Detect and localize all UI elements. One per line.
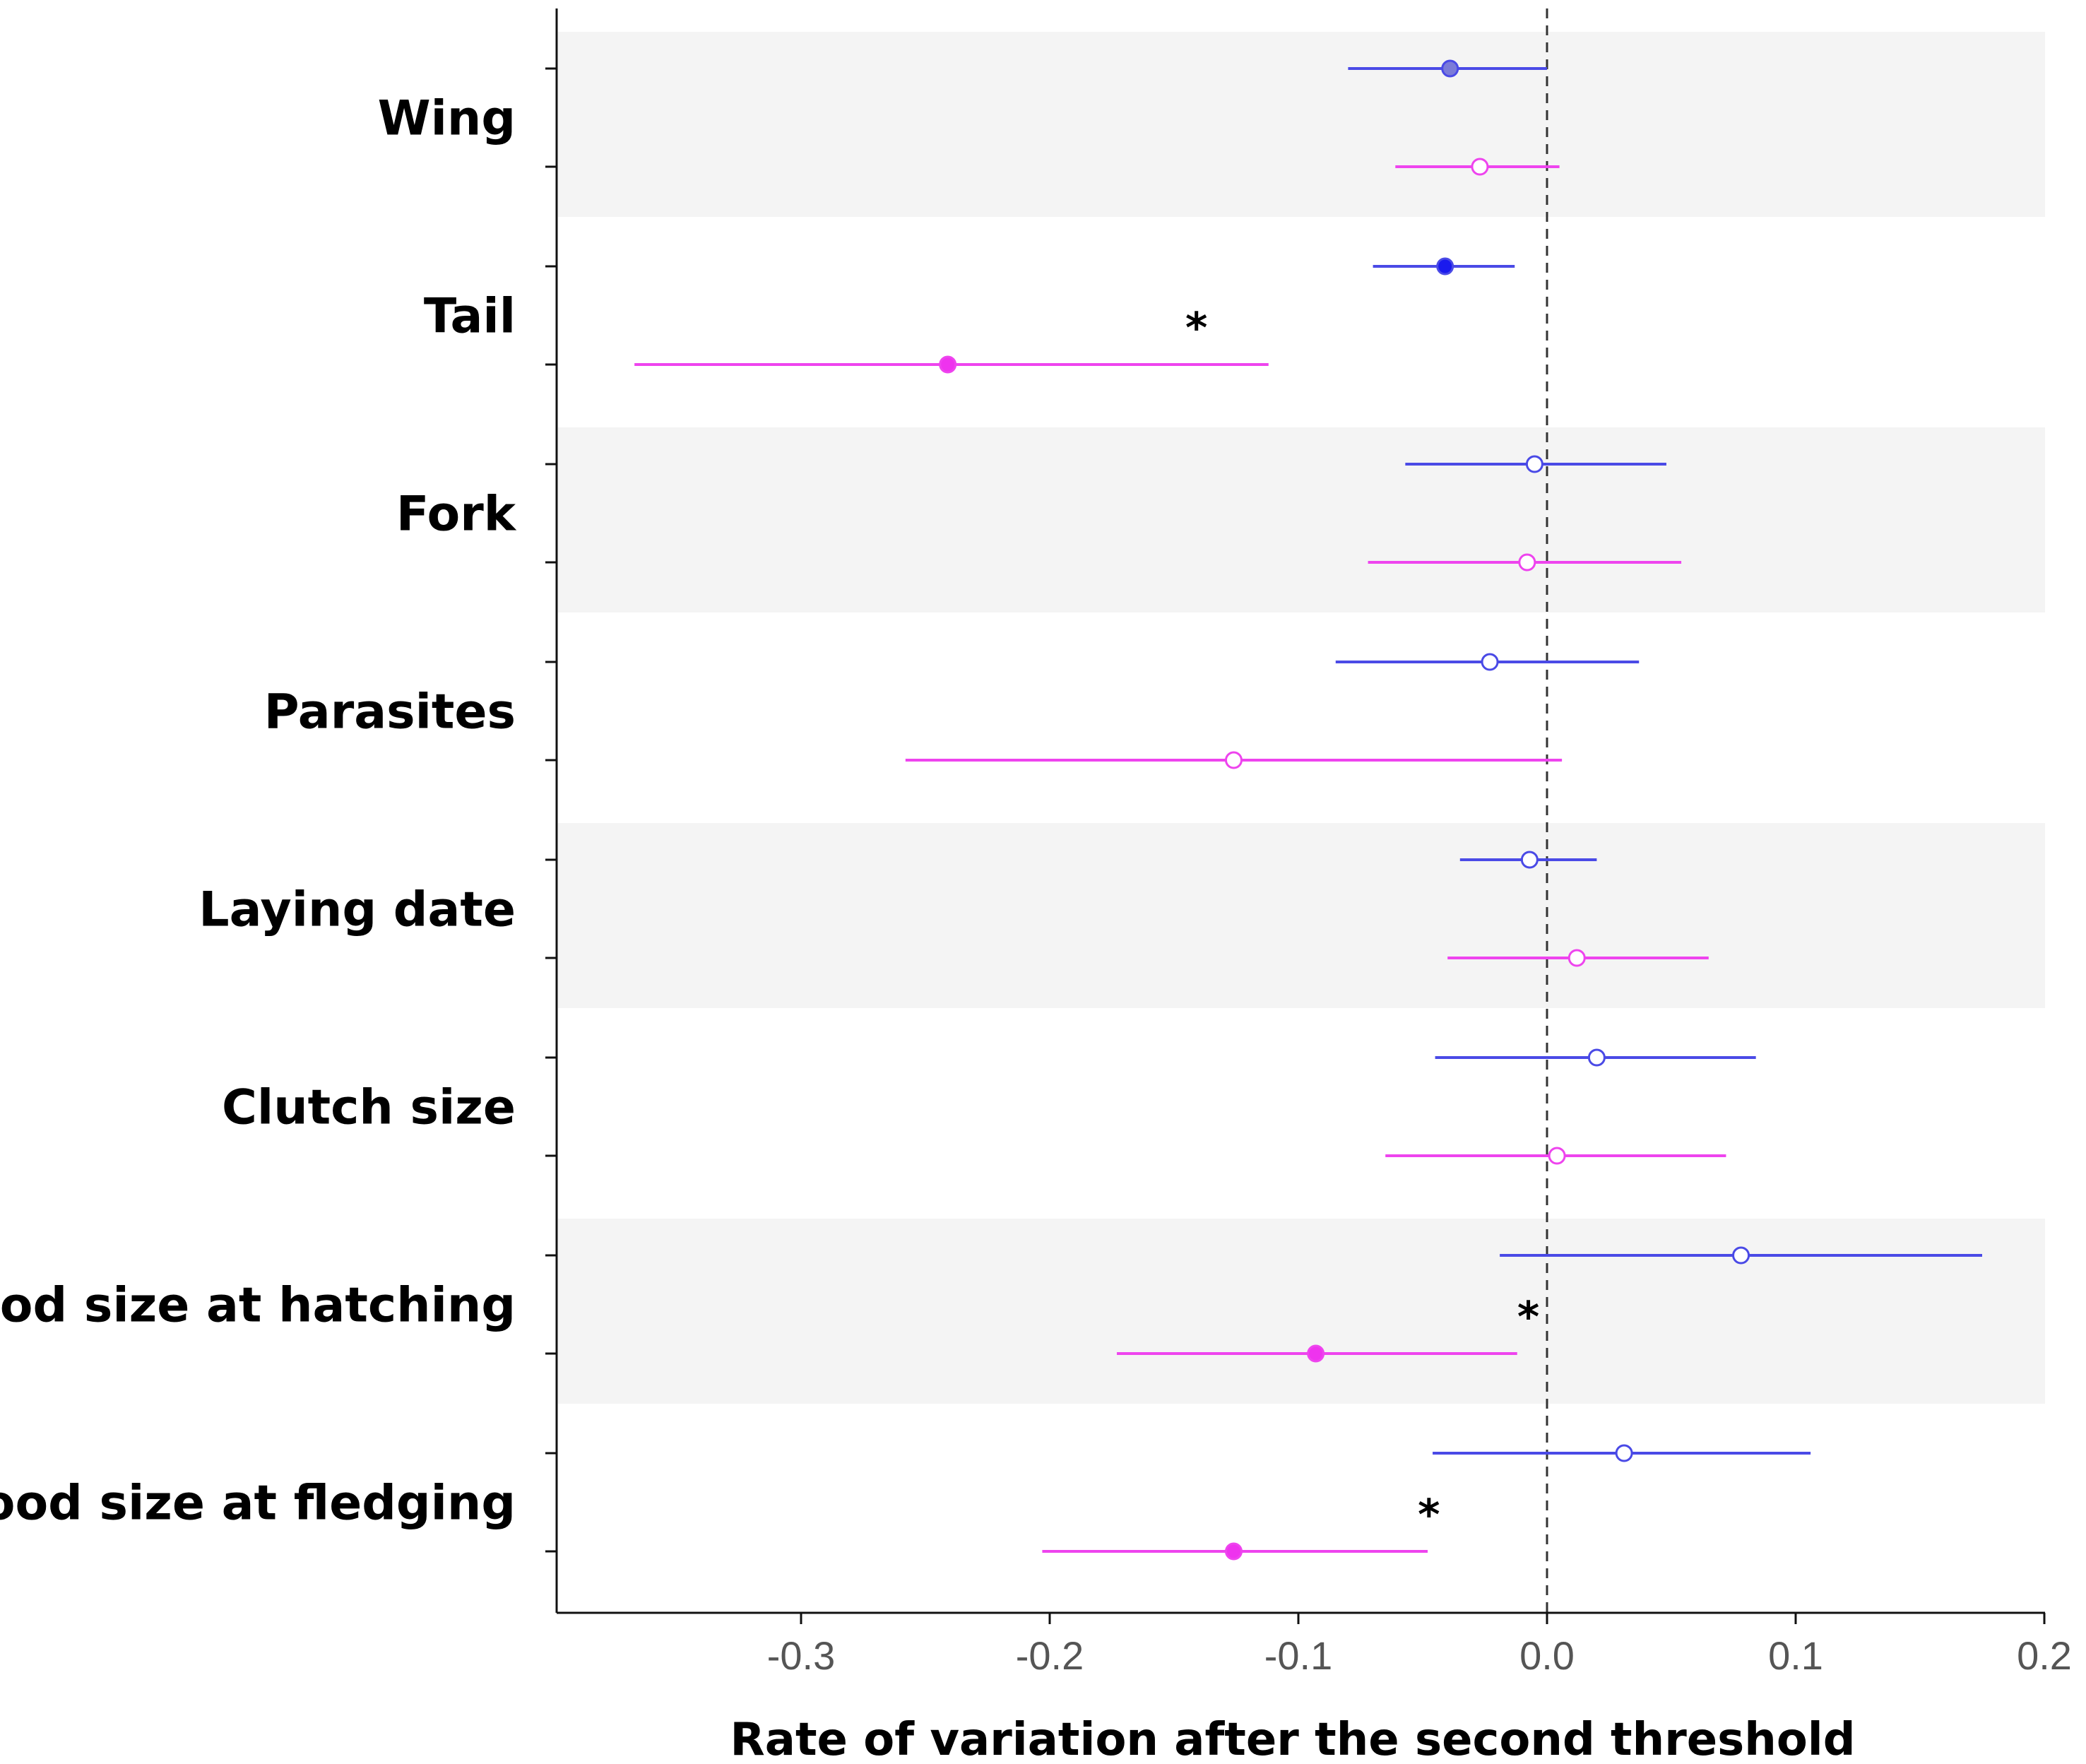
blue-series-point bbox=[1525, 455, 1543, 473]
blue-series-point bbox=[1732, 1246, 1750, 1265]
magenta-series-point bbox=[1568, 949, 1586, 967]
x-tick-label: -0.1 bbox=[1264, 1633, 1333, 1678]
category-label: Laying date bbox=[198, 882, 516, 938]
blue-series-point bbox=[1441, 59, 1459, 78]
category-label: Tail bbox=[424, 289, 516, 345]
row-bands bbox=[558, 32, 2045, 1404]
row-band-0 bbox=[558, 32, 2045, 217]
magenta-series-point bbox=[1307, 1344, 1325, 1363]
blue-series-point bbox=[1436, 257, 1454, 276]
x-tick-label: 0.0 bbox=[1519, 1633, 1575, 1678]
axes: -0.3 -0.2 -0.1 0.0 0.1 0.2 bbox=[545, 8, 2072, 1678]
x-tick-label: 0.2 bbox=[2017, 1633, 2072, 1678]
category-label: Brood size at fledging bbox=[0, 1476, 516, 1532]
blue-series-point bbox=[1520, 851, 1539, 869]
significance-star: * bbox=[1418, 1491, 1440, 1540]
x-tick-label: -0.2 bbox=[1016, 1633, 1084, 1678]
row-band-2 bbox=[558, 427, 2045, 612]
magenta-series-point bbox=[939, 355, 957, 374]
row-band-4 bbox=[558, 823, 2045, 1008]
magenta-series-point bbox=[1548, 1147, 1566, 1165]
magenta-series-point bbox=[1224, 751, 1243, 769]
category-label: Brood size at hatching bbox=[0, 1278, 516, 1334]
x-tick-label: 0.1 bbox=[1768, 1633, 1823, 1678]
x-tick-label: -0.3 bbox=[767, 1633, 836, 1678]
data-marks: * * * bbox=[634, 59, 1982, 1561]
blue-series-point bbox=[1481, 653, 1499, 671]
significance-star: * bbox=[1185, 304, 1207, 353]
blue-series-point bbox=[1587, 1048, 1606, 1067]
category-labels: Wing Tail Fork Parasites Laying date Clutch s… bbox=[0, 91, 517, 1532]
magenta-series-point bbox=[1518, 553, 1536, 572]
magenta-series-point bbox=[1224, 1542, 1243, 1561]
magenta-series-point bbox=[1471, 158, 1489, 176]
category-label: Fork bbox=[396, 487, 517, 543]
category-label: Wing bbox=[378, 91, 516, 147]
blue-series-point bbox=[1615, 1444, 1633, 1462]
category-label: Parasites bbox=[264, 685, 516, 740]
significance-star: * bbox=[1517, 1293, 1539, 1342]
x-axis-title: Rate of variation after the second thres… bbox=[730, 1714, 1855, 1764]
category-label: Clutch size bbox=[222, 1080, 516, 1136]
row-band-6 bbox=[558, 1219, 2045, 1404]
